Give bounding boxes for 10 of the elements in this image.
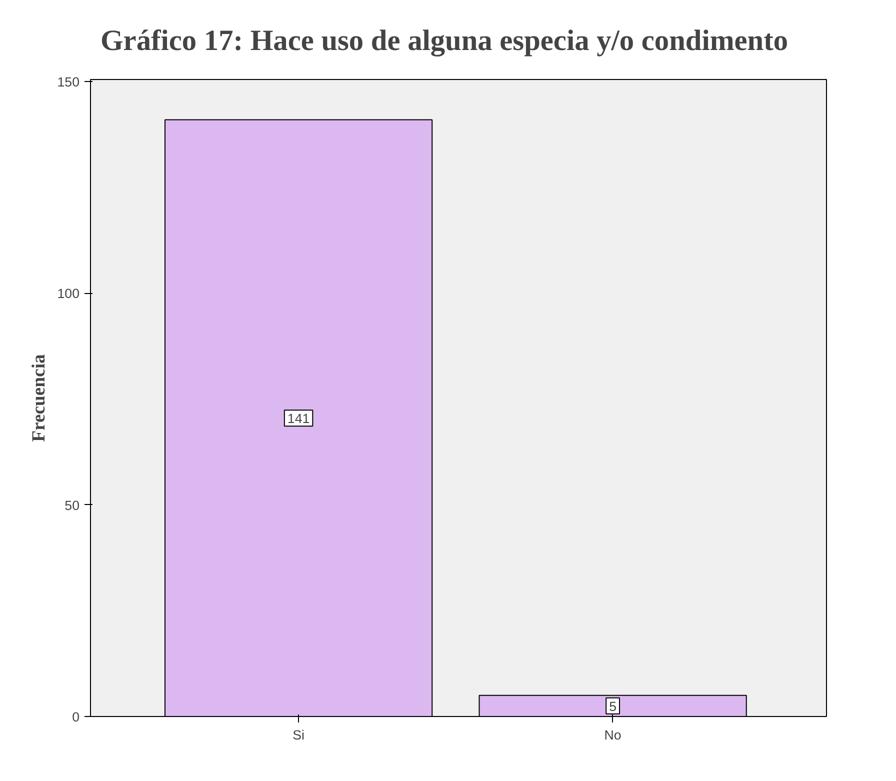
y-tick-label: 100 <box>57 286 80 302</box>
data-label: 141 <box>287 411 310 426</box>
data-label: 5 <box>609 698 617 714</box>
x-tick-label: Si <box>292 728 305 742</box>
y-tick-label: 50 <box>64 498 80 513</box>
y-axis-title: Frecuencia <box>28 353 50 442</box>
y-tick-label: 0 <box>72 710 80 724</box>
x-tick-label: No <box>604 728 622 742</box>
chart-title: Gráfico 17: Hace uso de alguna especia y/o condimento <box>100 25 788 57</box>
y-tick-label: 150 <box>57 74 80 90</box>
